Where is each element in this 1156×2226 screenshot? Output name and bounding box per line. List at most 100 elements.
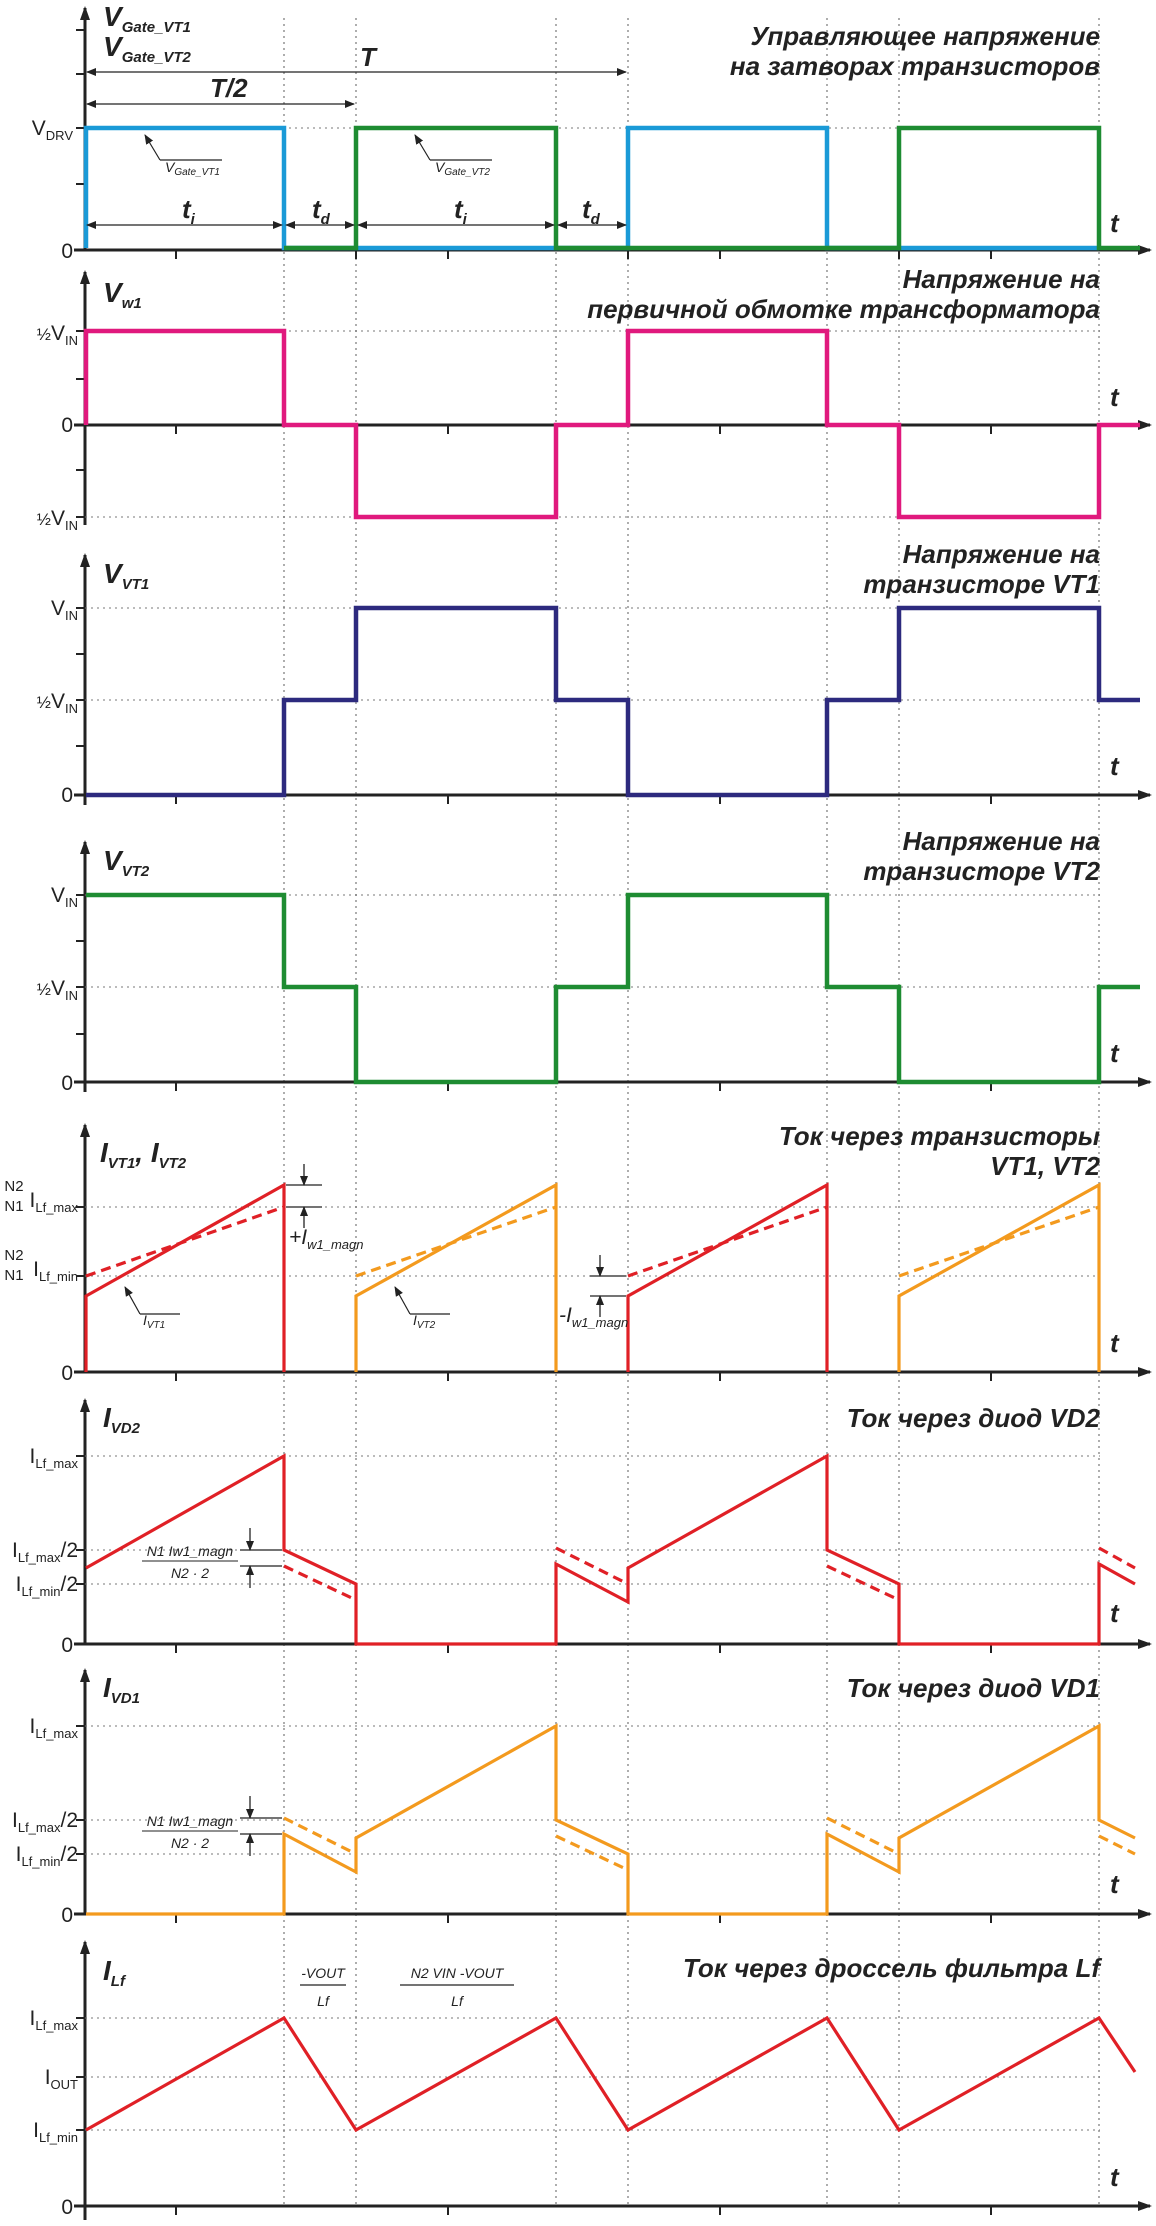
ivt1-reflected-1 [85,1205,285,1278]
level-n2n1-lf-max: ILf_max [30,1189,79,1215]
panel-lf [74,1940,1152,2220]
level-vin-vt1: VIN [51,597,78,623]
vd1-magn-annotation-den: N2 · 2 [171,1835,209,1851]
vt2-title-line-2: транзисторе VT2 [863,856,1100,886]
level-zero-w1: 0 [61,414,73,437]
vd2-waveform [85,1453,1136,1646]
t-axis-label-5: t [1110,1328,1120,1358]
t-axis-label-2: t [1110,382,1120,412]
w1-signal-label: Vw1 [103,277,142,312]
t-axis-label-8: t [1110,2162,1120,2192]
level-lf-min-half-vd2: ILf_min/2 [16,1573,78,1599]
ivt-title-line-1: Ток через транзисторы [779,1121,1100,1151]
t-axis-label-7: t [1110,1869,1120,1899]
t-axis-label-1: t [1110,208,1120,238]
level-lf-max-lf: ILf_max [30,2007,79,2033]
gate-vt1-waveform [83,125,1099,251]
vd1-title-line-1: Ток через диод VD1 [847,1673,1100,1703]
vd2-magn-annotation-den: N2 · 2 [171,1565,209,1581]
vt2-signal-label: VVT2 [103,845,150,880]
panel-w1 [74,270,1152,525]
period-T-label: T [360,42,378,72]
vd1-waveform [86,1723,1136,1916]
vt1-title-line-2: транзисторе VT1 [863,569,1100,599]
level-iout: IOUT [45,2066,78,2092]
vd1-dashed-3 [826,1816,900,1856]
ivt1-reflected-2 [627,1205,828,1278]
level-lf-min-lf: ILf_min [33,2119,78,2145]
lf-slope-down-den: Lf [317,1993,331,2009]
vd2-magn-annotation-num: N1 Iw1_magn [147,1543,234,1559]
lf-slope-up-den: Lf [451,1993,465,2009]
level-n2n1-lf-min: ILf_min [33,1258,78,1284]
level-zero-vd1: 0 [61,1904,73,1927]
level-vdrv: VDRV [32,117,74,143]
panel-vt1 [74,553,1152,805]
w1-title-line-1: Напряжение на [903,264,1100,294]
panel-vd2 [74,1398,1152,1653]
vd1-dashed-2 [555,1834,629,1872]
level-n2n1-lf-min-den: N1 [4,1267,23,1284]
gate-title-line-1: Управляющее напряжение [750,21,1100,51]
t-axis-label-4: t [1110,1038,1120,1068]
gate-vt2-callout: VGate_VT2 [435,159,490,178]
plus-iw1-magn-label: +Iw1_magn [289,1226,363,1252]
w1-waveform [83,328,1140,520]
level-lf-max-half-vd2: ILf_max/2 [12,1539,78,1565]
vd1-dashed-4 [1098,1834,1136,1856]
level-lf-max-half-vd1: ILf_max/2 [12,1809,78,1835]
gate-signal-vt2-label: VGate_VT2 [103,31,192,66]
vd2-title-line-1: Ток через диод VD2 [847,1403,1101,1433]
vt1-title-line-1: Напряжение на [903,539,1100,569]
vd2-dashed-1 [283,1564,357,1602]
lf-slope-down-num: -VOUT [301,1965,346,1981]
panel-gate [74,6,1152,259]
level-n2n1-lf-min-num: N2 [4,1247,23,1264]
vt2-waveform [86,892,1140,1085]
ti-label-1: ti [182,194,196,228]
minus-iw1-magn-label: -Iw1_magn [559,1304,628,1330]
lf-signal-label: ILf [103,1955,127,1990]
vd2-dashed-4 [1098,1546,1136,1570]
level-lf-max-vd2: ILf_max [30,1445,79,1471]
time-grid [283,18,1100,2205]
vt1-waveform [86,605,1140,798]
level-n2n1-lf-max-num: N2 [4,1178,23,1195]
ivt1-waveform-1 [84,1182,286,1372]
gate-vt2-waveform [284,125,1140,251]
half-period-label: T/2 [210,73,248,103]
level-half-vin-neg: ½VIN [37,507,78,533]
vt1-signal-label: VVT1 [103,558,149,593]
level-half-vin-vt2: ½VIN [37,977,78,1003]
ivt-title-line-2: VT1, VT2 [990,1151,1100,1181]
lf-waveform [85,2015,1137,2133]
ivt1-waveform-2 [626,1182,829,1372]
level-half-vin-pos: ½VIN [37,322,78,348]
panel-ivt [74,1123,1152,1381]
vd1-signal-label: IVD1 [103,1672,140,1707]
level-zero-gate: 0 [61,240,73,263]
td-label-2: td [582,194,601,228]
level-zero-ivt: 0 [61,1362,73,1385]
gate-vt1-callout: VGate_VT1 [165,159,220,178]
level-half-vin-vt1: ½VIN [37,690,78,716]
level-zero-vt2: 0 [61,1072,73,1095]
level-n2n1-lf-max-den: N1 [4,1198,23,1215]
ivt1-callout: IVT1 [143,1312,165,1331]
panel-vd1 [74,1668,1152,1923]
ivt2-reflected-1 [355,1205,557,1278]
lf-title-line-1: Ток через дроссель фильтра Lf [683,1953,1102,1983]
vd2-signal-label: IVD2 [103,1402,141,1437]
ti-label-2: ti [454,194,468,228]
td-label-1: td [312,194,331,228]
ivt2-waveform-2 [897,1182,1101,1372]
t-axis-label-6: t [1110,1598,1120,1628]
vd1-dashed-1 [283,1816,357,1856]
level-vin-vt2: VIN [51,884,78,910]
level-lf-min-half-vd1: ILf_min/2 [16,1843,78,1869]
ivt2-callout: IVT2 [413,1312,436,1331]
level-zero-vd2: 0 [61,1634,73,1657]
lf-slope-up-num: N2 VIN -VOUT [411,1965,505,1981]
